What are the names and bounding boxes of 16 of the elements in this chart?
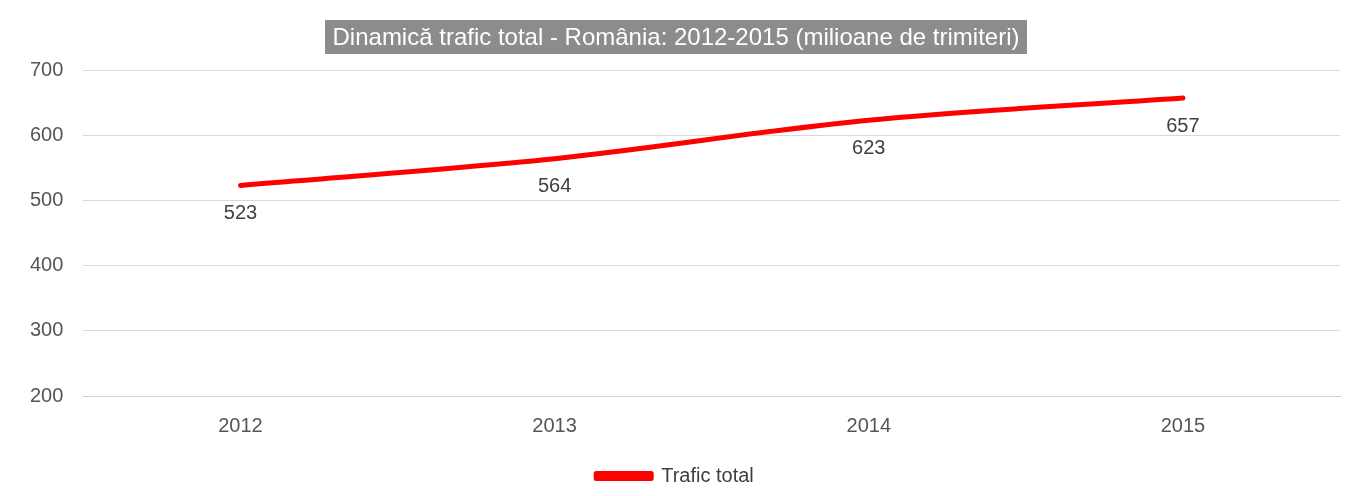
y-tick-label: 200 [29, 383, 64, 406]
legend-label: Trafic total [661, 463, 754, 486]
y-tick-label: 600 [29, 122, 64, 145]
x-tick-label: 2012 [218, 413, 263, 436]
data-label: 657 [1166, 113, 1200, 136]
x-tick-label: 2013 [532, 413, 577, 436]
y-tick-label: 300 [29, 318, 64, 341]
y-tick-label: 400 [29, 253, 64, 276]
data-label: 564 [537, 174, 572, 197]
x-tick-label: 2015 [1160, 413, 1206, 436]
y-tick-label: 700 [29, 57, 64, 80]
chart-title: Dinamică trafic total - România: 2012-2015 (milioane de trimiteri) [324, 20, 1028, 54]
x-tick-label: 2014 [846, 413, 892, 436]
y-tick-label: 500 [29, 187, 64, 210]
data-label: 523 [223, 200, 258, 223]
data-label: 623 [852, 135, 886, 158]
